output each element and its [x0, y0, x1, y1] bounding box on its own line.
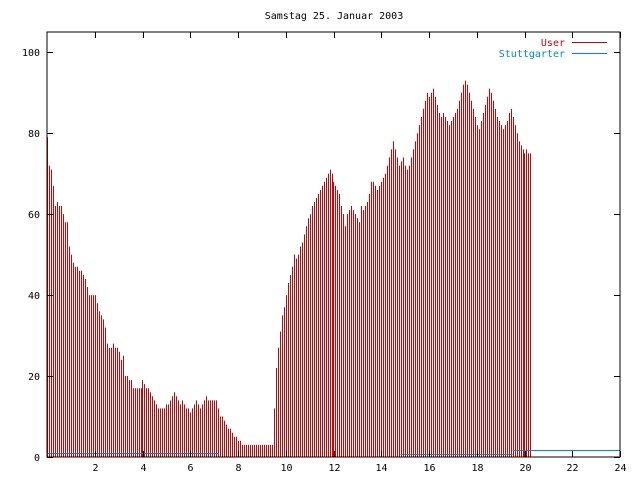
- x-axis: 2 4 6 8 10 12 14 16 18 20 22 24: [92, 32, 627, 474]
- legend: User Stuttgarter: [499, 38, 607, 60]
- x-tick-label: 18: [471, 463, 483, 474]
- x-tick-label: 16: [423, 463, 435, 474]
- x-tick-label: 14: [375, 463, 387, 474]
- y-tick-label: 60: [28, 210, 40, 221]
- legend-user-label: User: [541, 38, 565, 49]
- y-tick-label: 20: [28, 372, 40, 383]
- chart-title: Samstag 25. Januar 2003: [265, 11, 403, 22]
- y-tick-label: 0: [34, 453, 40, 464]
- x-tick-label: 22: [566, 463, 578, 474]
- x-tick-label: 4: [140, 463, 146, 474]
- x-tick-label: 2: [92, 463, 98, 474]
- plot-frame: [46, 31, 621, 458]
- x-tick-label: 8: [235, 463, 241, 474]
- series-user-bars: [47, 80, 531, 457]
- y-tick-label: 40: [28, 291, 40, 302]
- legend-stuttgarter-label: Stuttgarter: [499, 49, 565, 60]
- x-tick-label: 10: [280, 463, 292, 474]
- y-axis: 0 20 40 60 80 100: [22, 48, 620, 464]
- y-tick-label: 100: [22, 48, 40, 59]
- x-tick-label: 20: [519, 463, 531, 474]
- x-tick-label: 12: [328, 463, 340, 474]
- x-tick-label: 24: [614, 463, 626, 474]
- y-tick-label: 80: [28, 129, 40, 140]
- x-tick-label: 6: [187, 463, 193, 474]
